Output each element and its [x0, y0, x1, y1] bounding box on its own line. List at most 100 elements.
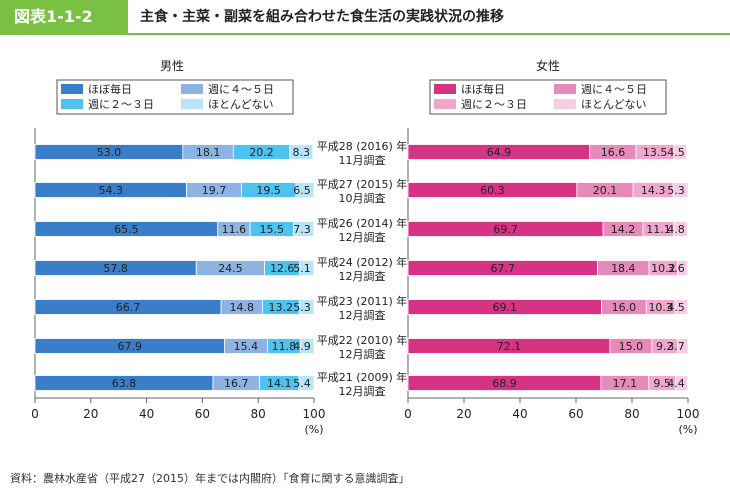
data-label: 18.1: [196, 146, 221, 159]
data-label: 14.2: [611, 223, 636, 236]
data-label: 54.3: [98, 184, 123, 197]
category-month-label: 12月調査: [339, 347, 386, 361]
data-label: 9.5: [653, 377, 671, 390]
data-label: 69.7: [493, 223, 518, 236]
category-year-label: 平成24 (2012) 年: [317, 255, 408, 269]
legend-swatch: [61, 84, 83, 94]
data-label: 60.3: [480, 184, 505, 197]
data-label: 12.6: [270, 262, 295, 275]
bar-segment: [672, 182, 689, 198]
data-label: 20.1: [593, 184, 618, 197]
x-axis-unit: (%): [678, 423, 697, 436]
data-label: 53.0: [97, 146, 122, 159]
legend-swatch: [434, 84, 456, 94]
data-label: 15.5: [259, 223, 284, 236]
data-label: 16.7: [224, 377, 249, 390]
data-label: 65.5: [114, 223, 139, 236]
legend-swatch: [554, 99, 576, 109]
legend-label: ほとんどない: [581, 98, 646, 111]
data-label: 5.1: [293, 262, 311, 275]
category-year-label: 平成28 (2016) 年: [317, 139, 408, 153]
panel-title: 男性: [160, 59, 184, 73]
bar-segment: [295, 182, 315, 198]
data-label: 13.2: [269, 301, 294, 314]
data-label: 4.5: [667, 146, 685, 159]
data-label: 19.7: [202, 184, 227, 197]
x-tick-label: 100: [303, 407, 326, 421]
legend-swatch: [181, 84, 203, 94]
bar-segment: [677, 260, 689, 276]
legend-label: 週に２～３日: [461, 98, 527, 111]
bar-segment: [675, 375, 689, 391]
data-label: 4.4: [667, 377, 685, 390]
data-label: 5.3: [293, 301, 311, 314]
data-label: 8.3: [293, 146, 311, 159]
data-label: 5.4: [293, 377, 311, 390]
data-label: 67.7: [491, 262, 516, 275]
x-tick-label: 0: [31, 407, 39, 421]
x-tick-label: 60: [195, 407, 210, 421]
data-label: 5.3: [667, 184, 685, 197]
data-label: 3.7: [667, 340, 685, 353]
source-note: 資料：農林水産省（平成27（2015）年までは内閣府）「食育に関する意識調査」: [10, 472, 410, 485]
data-label: 69.1: [492, 301, 517, 314]
legend-swatch: [181, 99, 203, 109]
data-label: 7.3: [293, 223, 311, 236]
panel-title: 女性: [536, 58, 560, 73]
category-year-label: 平成26 (2014) 年: [317, 216, 408, 230]
legend-box: [429, 79, 667, 115]
x-tick-label: 100: [677, 407, 700, 421]
data-label: 16.6: [601, 146, 626, 159]
category-month-label: 11月調査: [339, 153, 386, 167]
x-tick-label: 0: [404, 407, 412, 421]
data-label: 14.8: [229, 301, 254, 314]
header-divider: [0, 33, 730, 35]
data-label: 13.5: [643, 146, 668, 159]
legend-label: 週に４～５日: [208, 83, 274, 96]
data-label: 10.3: [648, 301, 673, 314]
data-label: 15.0: [619, 340, 644, 353]
category-year-label: 平成27 (2015) 年: [317, 177, 408, 191]
data-label: 9.2: [656, 340, 674, 353]
legend-swatch: [434, 99, 456, 109]
data-label: 4.8: [667, 223, 685, 236]
x-tick-label: 20: [456, 407, 471, 421]
legend-swatch: [554, 84, 576, 94]
data-label: 15.4: [234, 340, 259, 353]
x-tick-label: 40: [139, 407, 154, 421]
bar-segment: [299, 338, 315, 354]
legend-label: 週に４～５日: [581, 83, 647, 96]
x-tick-label: 60: [568, 407, 583, 421]
bar-segment: [299, 260, 315, 276]
legend-label: ほとんどない: [208, 98, 273, 111]
bar-segment: [677, 338, 689, 354]
legend-swatch: [61, 99, 83, 109]
bar-segment: [673, 144, 688, 160]
data-label: 4.9: [293, 340, 311, 353]
data-label: 16.0: [612, 301, 637, 314]
data-label: 6.5: [293, 184, 311, 197]
data-label: 72.1: [497, 340, 522, 353]
data-label: 3.6: [667, 262, 685, 275]
category-month-label: 12月調査: [339, 230, 386, 244]
data-label: 19.5: [256, 184, 281, 197]
bar-segment: [289, 144, 314, 160]
legend-label: ほぼ毎日: [461, 83, 505, 96]
category-month-label: 10月調査: [339, 191, 386, 205]
data-label: 4.5: [667, 301, 685, 314]
category-month-label: 12月調査: [339, 384, 386, 398]
data-label: 24.5: [218, 262, 243, 275]
figure-label: 図表1-1-2: [0, 0, 128, 34]
data-label: 14.1: [267, 377, 292, 390]
bar-segment: [674, 299, 689, 315]
x-tick-label: 40: [512, 407, 527, 421]
x-tick-label: 80: [624, 407, 639, 421]
bar-segment: [298, 375, 315, 391]
x-tick-label: 20: [83, 407, 98, 421]
legend-label: ほぼ毎日: [88, 83, 132, 96]
data-label: 57.8: [103, 262, 128, 275]
data-label: 10.2: [651, 262, 676, 275]
category-month-label: 12月調査: [339, 308, 386, 322]
legend-label: 週に２～３日: [88, 98, 154, 111]
